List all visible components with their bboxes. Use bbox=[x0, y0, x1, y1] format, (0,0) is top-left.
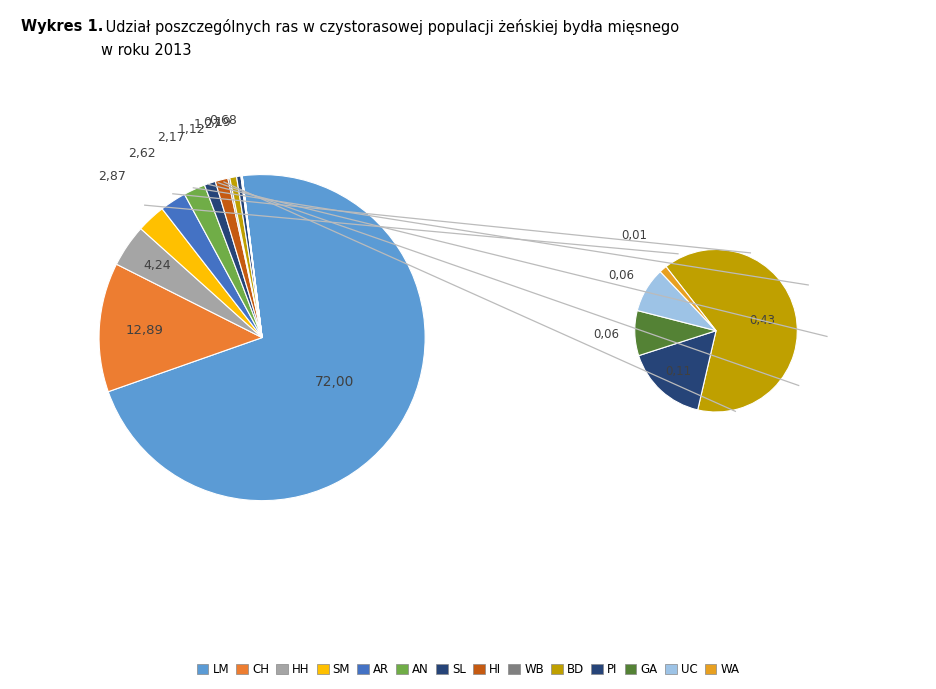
Wedge shape bbox=[215, 178, 262, 338]
Wedge shape bbox=[162, 194, 262, 338]
Wedge shape bbox=[205, 181, 262, 338]
Wedge shape bbox=[635, 311, 716, 356]
Text: 72,00: 72,00 bbox=[314, 376, 354, 389]
Text: 0,01: 0,01 bbox=[621, 229, 647, 242]
Wedge shape bbox=[237, 176, 262, 338]
Wedge shape bbox=[660, 267, 716, 331]
Text: w roku 2013: w roku 2013 bbox=[101, 43, 192, 59]
Text: 0,11: 0,11 bbox=[665, 365, 692, 378]
Text: 0,06: 0,06 bbox=[608, 269, 635, 282]
Wedge shape bbox=[99, 264, 262, 391]
Wedge shape bbox=[140, 209, 262, 338]
Text: 4,24: 4,24 bbox=[143, 259, 171, 272]
Wedge shape bbox=[241, 176, 262, 338]
Text: 0,68: 0,68 bbox=[209, 114, 237, 127]
Text: 0,19: 0,19 bbox=[203, 116, 231, 129]
Text: 2,87: 2,87 bbox=[98, 170, 126, 183]
Text: 1,12: 1,12 bbox=[178, 123, 205, 136]
Text: 12,89: 12,89 bbox=[126, 324, 164, 336]
Text: 0,43: 0,43 bbox=[749, 314, 775, 327]
Wedge shape bbox=[227, 178, 262, 338]
Text: 1,27: 1,27 bbox=[194, 118, 221, 131]
Wedge shape bbox=[229, 176, 262, 338]
Text: Wykres 1.: Wykres 1. bbox=[21, 19, 103, 34]
Text: 2,17: 2,17 bbox=[156, 131, 184, 144]
Text: 0,06: 0,06 bbox=[593, 327, 620, 340]
Wedge shape bbox=[666, 249, 797, 412]
Legend: LM, CH, HH, SM, AR, AN, SL, HI, WB, BD, PI, GA, UC, WA: LM, CH, HH, SM, AR, AN, SL, HI, WB, BD, … bbox=[197, 664, 739, 676]
Wedge shape bbox=[116, 229, 262, 338]
Wedge shape bbox=[184, 185, 262, 338]
Text: 2,62: 2,62 bbox=[128, 147, 155, 160]
Wedge shape bbox=[638, 331, 716, 410]
Wedge shape bbox=[241, 176, 262, 338]
Wedge shape bbox=[242, 176, 262, 338]
Wedge shape bbox=[637, 271, 716, 331]
Text: Udział poszczególnych ras w czystorasowej populacji żeńskiej bydła mięsnego: Udział poszczególnych ras w czystorasowe… bbox=[101, 19, 680, 35]
Wedge shape bbox=[109, 174, 425, 501]
